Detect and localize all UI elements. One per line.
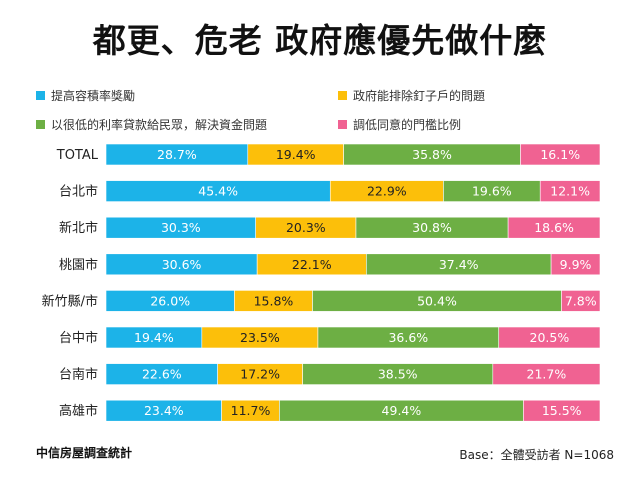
data-label: 11.7% — [231, 403, 271, 418]
bar-segment — [507, 216, 601, 239]
bar-segment — [550, 253, 601, 276]
data-label: 20.3% — [286, 220, 326, 235]
data-label: 15.5% — [542, 403, 582, 418]
bar-segment — [561, 290, 601, 312]
bar-segment — [523, 399, 601, 422]
data-label: 36.6% — [388, 330, 428, 345]
data-label: 30.3% — [161, 220, 201, 235]
data-label: 15.8% — [254, 293, 294, 308]
data-label: 35.8% — [412, 147, 452, 162]
legend-item-low-interest-loans: 以很低的利率貸款給民眾，解決資金問題 — [36, 116, 267, 133]
category-label: 台中市 — [59, 330, 98, 346]
category-label: 高雄市 — [59, 403, 98, 419]
data-label: 22.6% — [142, 367, 182, 382]
legend-swatch — [338, 91, 347, 100]
category-label: 新北市 — [59, 220, 98, 236]
data-label: 22.9% — [367, 184, 407, 199]
data-label: 18.6% — [534, 220, 574, 235]
data-label: 49.4% — [382, 403, 422, 418]
data-label: 30.8% — [412, 220, 452, 235]
legend-label: 以很低的利率貸款給民眾，解決資金問題 — [51, 118, 268, 132]
data-label: 23.5% — [240, 330, 280, 345]
category-label: 新竹縣/市 — [42, 293, 98, 309]
stacked-bar-chart: TOTAL 28.7% 19.4% 35.8% 16.1% 台北市 45.4% 22.9% 19… — [42, 143, 601, 422]
data-label: 45.4% — [198, 184, 238, 199]
bar-segment — [520, 143, 601, 166]
data-label: 19.4% — [276, 147, 316, 162]
category-label: 桃園市 — [59, 257, 98, 273]
data-label: 30.6% — [162, 257, 202, 272]
data-label: 37.4% — [439, 257, 479, 272]
legend-swatch — [338, 120, 347, 129]
data-label: 20.5% — [530, 330, 570, 345]
legend-item-volume-bonus: 提高容積率獎勵 — [36, 87, 135, 104]
data-label: 7.8% — [565, 293, 597, 308]
data-label: 38.5% — [378, 367, 418, 382]
data-label: 19.6% — [472, 184, 512, 199]
legend-swatch — [36, 91, 45, 100]
category-label: 台北市 — [59, 184, 98, 200]
legend-label: 提高容積率獎勵 — [51, 89, 136, 103]
legend-label: 政府能排除釘子戶的問題 — [353, 89, 486, 103]
data-label: 12.1% — [550, 184, 590, 199]
bar-segment — [498, 326, 601, 349]
legend-item-holdouts: 政府能排除釘子戶的問題 — [338, 87, 485, 104]
chart-title: 都更、危老 政府應優先做什麼 — [92, 21, 548, 60]
chart-legend: 提高容積率獎勵 政府能排除釘子戶的問題 以很低的利率貸款給民眾，解決資金問題 調… — [0, 0, 640, 140]
data-label: 17.2% — [240, 367, 280, 382]
legend-item-lower-threshold: 調低同意的門檻比例 — [338, 116, 461, 133]
data-label: 26.0% — [150, 293, 190, 308]
data-label: 21.7% — [527, 367, 567, 382]
legend-swatch — [36, 120, 45, 129]
bar-segment — [492, 363, 601, 385]
data-label: 9.9% — [560, 257, 592, 272]
data-label: 22.1% — [292, 257, 332, 272]
bar-segment — [539, 180, 601, 202]
category-label: 台南市 — [59, 367, 98, 383]
data-label: 19.4% — [134, 330, 174, 345]
data-label: 28.7% — [157, 147, 197, 162]
legend-label: 調低同意的門檻比例 — [353, 118, 462, 132]
category-label: TOTAL — [56, 148, 99, 163]
data-label: 23.4% — [144, 403, 184, 418]
data-label: 16.1% — [540, 147, 580, 162]
data-label: 50.4% — [417, 293, 457, 308]
source-note: 中信房屋調查統計 — [36, 446, 133, 460]
base-note: Base：全體受訪者 N=1068 — [459, 448, 614, 462]
